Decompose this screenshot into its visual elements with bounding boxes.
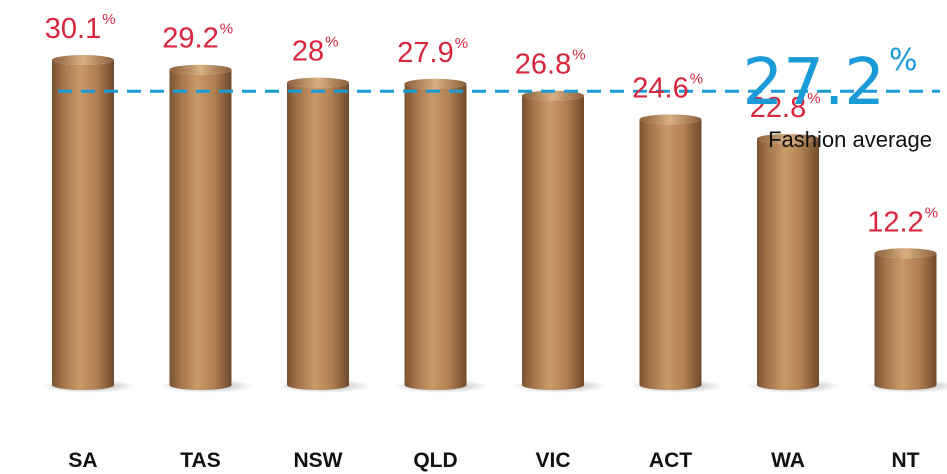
bar-qld [404,78,467,390]
bar-top-act [639,114,702,125]
value-label-nsw: 28 [292,36,324,68]
bars-group [52,55,937,391]
category-label-wa: WA [771,449,805,472]
bar-body-act [639,119,702,391]
bar-top-nt [874,248,937,259]
bar-wa [757,133,819,390]
bar-body-tas [169,69,232,390]
bar-body-qld [404,83,467,390]
value-percent-tas: % [220,21,233,38]
average-annotation: 27.2 % Fashion average [743,43,933,152]
average-percent-sign: % [889,43,918,78]
bar-nt [874,248,937,390]
bar-top-sa [52,55,114,65]
bar-body-sa [52,60,114,390]
value-label-sa: 30.1 [45,13,101,45]
bar-top-wa [757,133,819,144]
bar-body-vic [522,95,584,390]
bar-body-wa [757,138,819,390]
bar-body-nsw [287,82,349,391]
category-label-nt: NT [892,449,920,472]
bar-top-qld [404,78,467,89]
bar-top-nsw [287,77,349,88]
value-percent-wa: % [807,90,820,107]
value-percent-qld: % [455,35,468,52]
value-label-wa: 22.8 [750,92,806,124]
category-label-act: ACT [649,449,692,472]
value-percent-sa: % [102,11,115,28]
value-percent-vic: % [572,47,585,64]
bar-body-nt [874,253,937,390]
bar-top-tas [169,64,232,75]
category-label-sa: SA [68,449,97,472]
average-label: Fashion average [768,127,932,152]
category-label-qld: QLD [413,449,457,472]
category-label-tas: TAS [180,449,220,472]
bar-act [639,114,702,391]
category-label-nsw: NSW [294,449,343,472]
average-value: 27.2 [743,46,886,120]
category-label-vic: VIC [535,449,570,472]
value-percent-nsw: % [325,34,338,51]
value-label-vic: 26.8 [515,49,571,81]
value-labels-group: 30.1 %29.2 %28% 27.9 %26.8 %24.6 %22.8 %12.2% [45,11,938,238]
value-percent-nt: % [925,204,938,221]
category-labels-group: SA TAS NSW QLD VIC ACT WA NT [68,449,919,472]
value-label-tas: 29.2 [162,23,218,55]
bar-tas [169,64,232,390]
bar-nsw [287,77,349,391]
bar-top-vic [522,90,584,101]
value-label-act: 24.6 [632,72,688,104]
bar-sa [52,55,114,390]
value-label-qld: 27.9 [397,37,453,69]
bar-vic [522,90,584,390]
value-percent-act: % [690,70,703,87]
value-label-nt: 12.2 [867,206,923,238]
